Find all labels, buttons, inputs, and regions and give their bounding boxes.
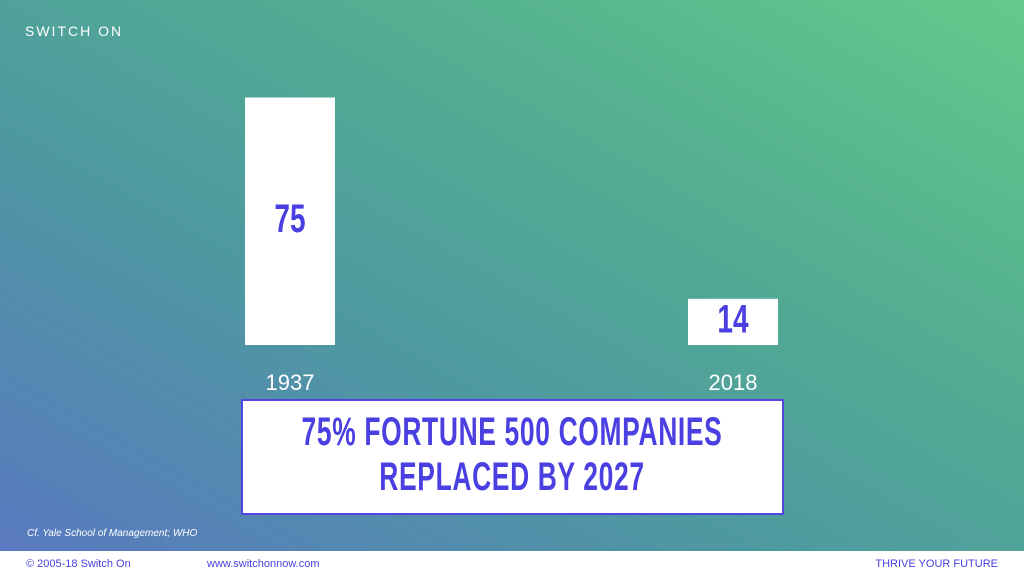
bar [688, 298, 778, 345]
x-tick-label: 2018 [709, 370, 758, 395]
footer: © 2005-18 Switch On www.switchonnow.com … [0, 551, 1024, 576]
source-note: Cf. Yale School of Management; WHO [27, 528, 198, 539]
value-label: 14 [717, 298, 749, 342]
brand-logo: SWITCH ON [25, 23, 124, 39]
x-tick-label: 1937 [266, 370, 315, 395]
website-link[interactable]: www.switchonnow.com [207, 558, 320, 570]
bar [245, 97, 335, 345]
value-label: 75 [274, 197, 305, 241]
tagline: THRIVE YOUR FUTURE [875, 558, 998, 570]
copyright: © 2005-18 Switch On [26, 558, 131, 570]
chart-title: 75% FORTUNE 500 COMPANIES REPLACED BY 20… [301, 410, 723, 499]
title-box [241, 399, 784, 515]
